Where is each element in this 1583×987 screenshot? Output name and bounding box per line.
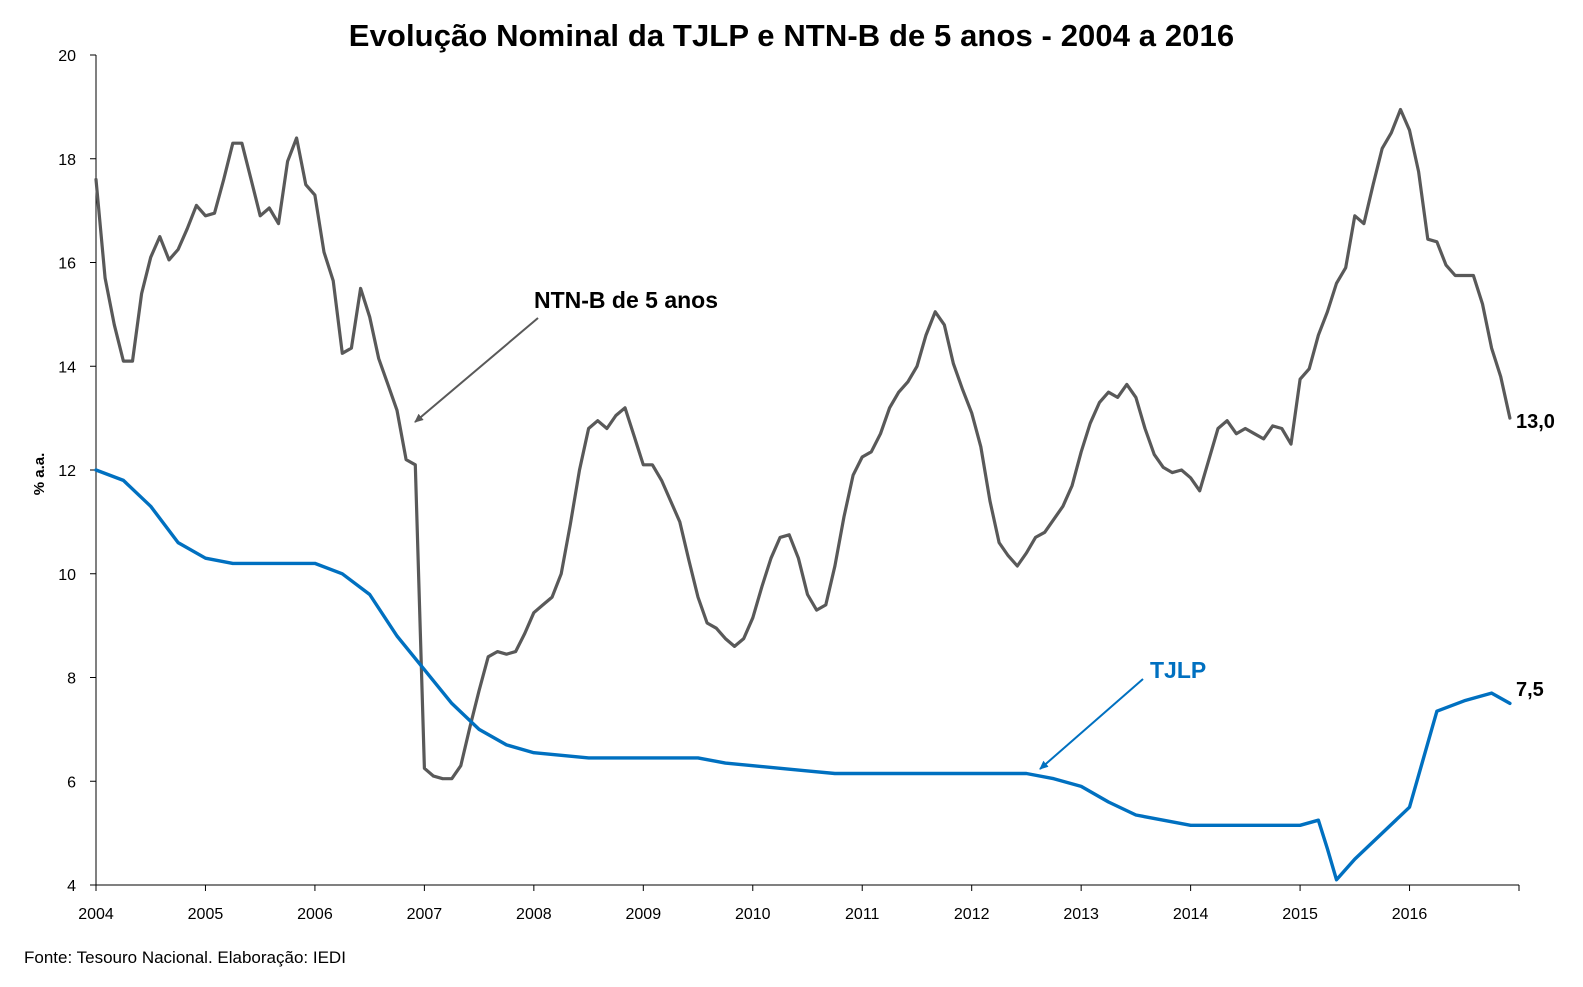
- y-tick-label: 4: [67, 878, 76, 895]
- y-tick-label: 20: [58, 48, 76, 65]
- x-tick-label: 2015: [1282, 906, 1318, 923]
- annotation-ntnb-label: NTN-B de 5 anos: [534, 287, 718, 313]
- end-label-ntnb: 13,0: [1516, 411, 1555, 433]
- y-tick-label: 8: [67, 671, 76, 688]
- y-tick-label: 6: [67, 774, 76, 791]
- y-tick-label: 18: [58, 152, 76, 169]
- y-axis-label: % a.a.: [31, 453, 48, 496]
- x-tick-label: 2013: [1063, 906, 1099, 923]
- x-tick-label: 2010: [735, 906, 771, 923]
- y-tick-label: 16: [58, 256, 76, 273]
- x-tick-label: 2009: [626, 906, 662, 923]
- chart-title: Evolução Nominal da TJLP e NTN-B de 5 an…: [348, 18, 1235, 53]
- x-tick-label: 2014: [1173, 906, 1209, 923]
- x-tick-label: 2012: [954, 906, 990, 923]
- y-tick-label: 12: [58, 463, 76, 480]
- x-tick-label: 2005: [188, 906, 224, 923]
- source-note: Fonte: Tesouro Nacional. Elaboração: IED…: [24, 948, 346, 967]
- x-tick-label: 2007: [407, 906, 443, 923]
- y-tick-label: 14: [58, 359, 76, 376]
- annotation-tjlp-label: TJLP: [1150, 657, 1206, 683]
- end-label-tjlp: 7,5: [1516, 679, 1544, 701]
- x-tick-label: 2004: [78, 906, 114, 923]
- tjlp-series-line: [94, 468, 1512, 882]
- x-tick-label: 2008: [516, 906, 552, 923]
- ntnb-series-line: [94, 107, 1512, 781]
- x-tick-label: 2016: [1392, 906, 1428, 923]
- x-tick-label: 2011: [845, 906, 880, 923]
- annotation-ntnb-arrow: [414, 317, 539, 423]
- x-tick-label: 2006: [297, 906, 333, 923]
- y-tick-label: 10: [58, 567, 76, 584]
- annotation-tjlp-arrow: [1039, 678, 1144, 770]
